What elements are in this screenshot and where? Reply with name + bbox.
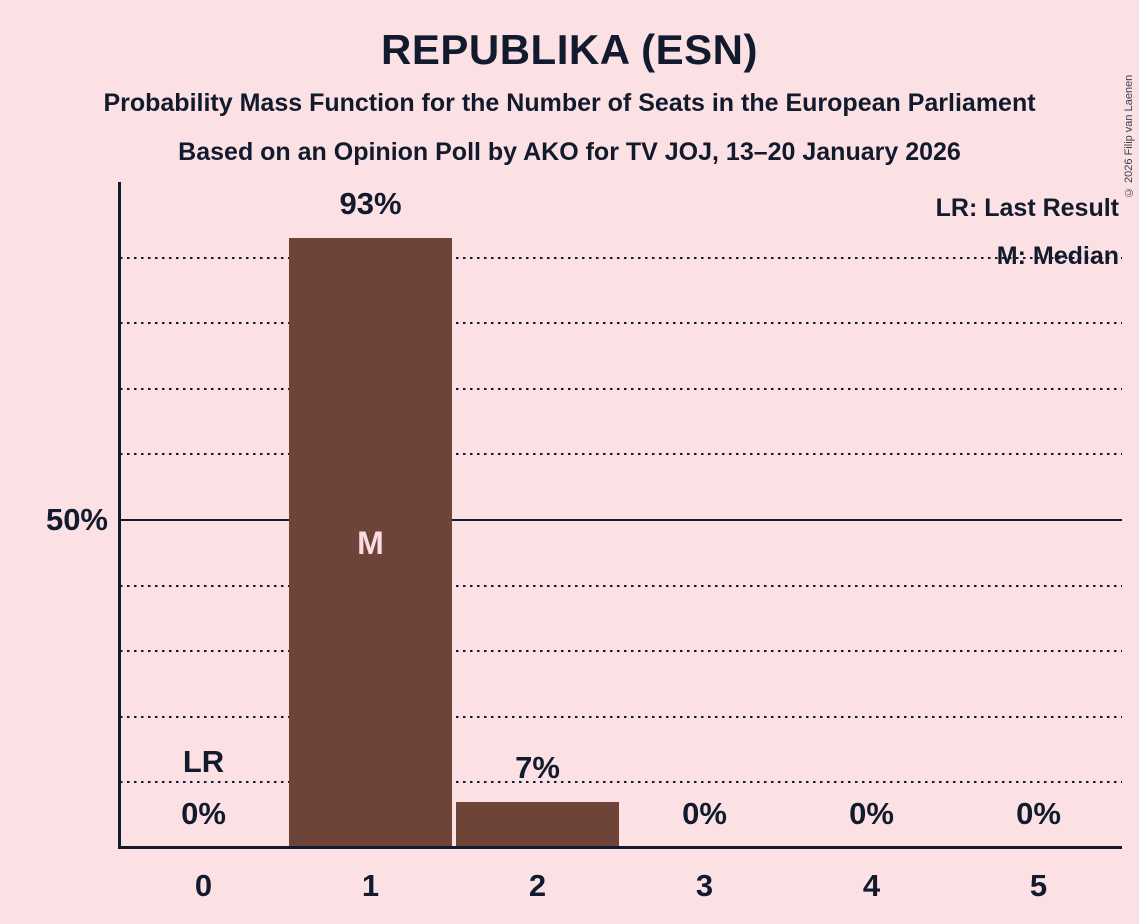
bar-seats-2 <box>456 802 619 848</box>
last-result-marker: LR <box>182 744 225 779</box>
gridline-90pct <box>120 256 1122 259</box>
legend: LR: Last Result M: Median <box>936 184 1119 280</box>
y-axis-tick-label: 50% <box>45 502 108 537</box>
gridline-70pct <box>120 387 1122 390</box>
x-axis-label-5: 5 <box>1029 868 1048 903</box>
median-marker: M <box>357 524 384 561</box>
gridline-60pct <box>120 453 1122 456</box>
chart-subtitle: Probability Mass Function for the Number… <box>103 89 1036 117</box>
x-axis-line <box>118 846 1122 849</box>
x-axis-label-0: 0 <box>194 868 213 903</box>
gridline-40pct <box>120 584 1122 587</box>
bar-value-label-4: 0% <box>849 796 894 831</box>
bar-value-label-1: 93% <box>339 185 402 221</box>
legend-median: M: Median <box>996 242 1119 270</box>
x-axis-label-4: 4 <box>862 868 881 903</box>
y-axis-line <box>118 182 121 849</box>
x-axis-label-3: 3 <box>695 868 714 903</box>
gridline-30pct <box>120 650 1122 653</box>
gridline-10pct <box>120 781 1122 784</box>
gridline-50pct <box>120 519 1122 521</box>
page-title: REPUBLIKA (ESN) <box>381 26 758 73</box>
bar-value-label-5: 0% <box>1016 796 1061 831</box>
bar-value-label-0: 0% <box>181 796 226 831</box>
gridline-80pct <box>120 322 1122 325</box>
bar-seats-1 <box>289 237 452 848</box>
bar-value-label-3: 0% <box>682 796 727 831</box>
gridline-20pct <box>120 715 1122 718</box>
x-axis-label-1: 1 <box>361 868 380 903</box>
chart-source-subtitle: Based on an Opinion Poll by AKO for TV J… <box>178 138 961 166</box>
x-axis-label-2: 2 <box>528 868 547 903</box>
bar-value-label-2: 7% <box>515 750 560 786</box>
legend-last-result: LR: Last Result <box>935 194 1119 222</box>
